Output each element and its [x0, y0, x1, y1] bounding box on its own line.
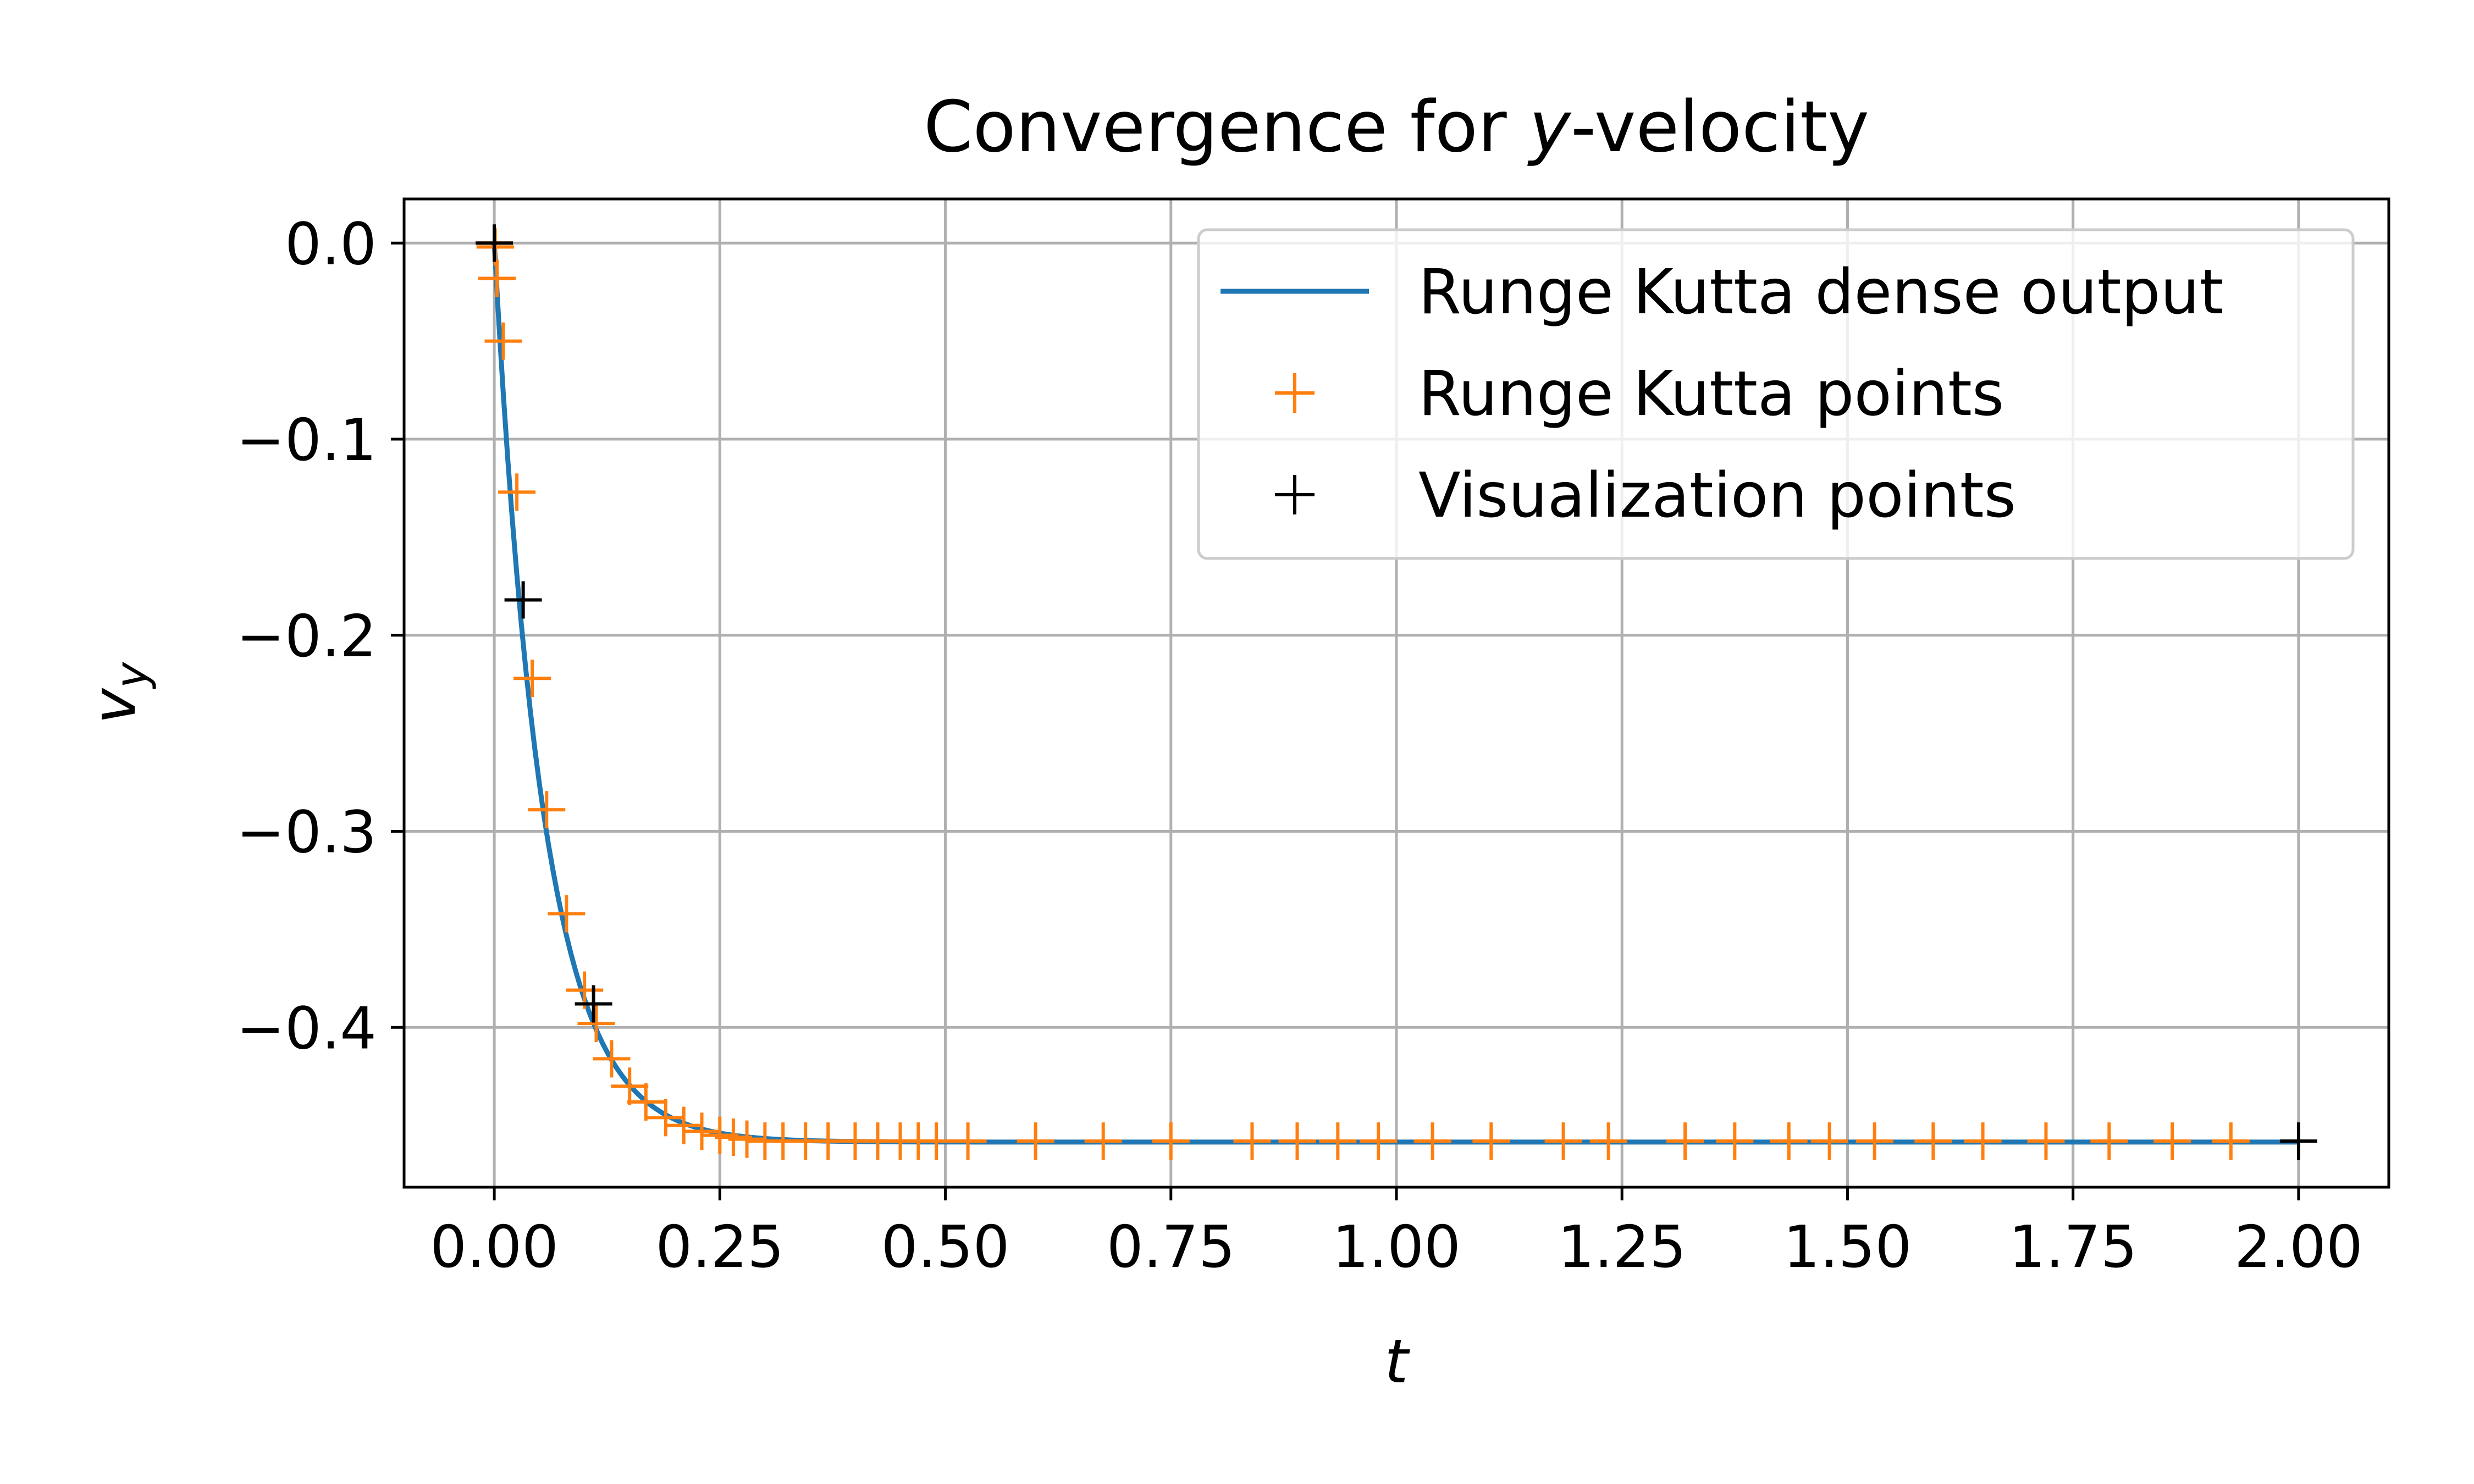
y-axis-label-subscript: y: [106, 661, 157, 689]
x-tick-label: 0.75: [1107, 1214, 1235, 1281]
x-tick-label: 0.00: [430, 1214, 559, 1281]
legend-vis-plus: [1275, 475, 1315, 514]
rk-point-marker: [548, 895, 586, 933]
visualization-point-marker: [476, 224, 513, 262]
rk-point-marker: [949, 1122, 987, 1160]
visualization-point-marker: [504, 581, 542, 619]
rk-point-marker: [484, 322, 522, 360]
x-tick-label: 2.00: [2234, 1214, 2363, 1281]
rk-point-marker: [1770, 1122, 1808, 1160]
rk-point-marker: [2212, 1122, 2250, 1160]
legend-entry-rk-points: Runge Kutta points: [1418, 358, 2004, 430]
y-tick-label: −0.3: [236, 799, 377, 866]
visualization-point-marker: [575, 985, 612, 1023]
rk-point-marker: [1278, 1122, 1316, 1160]
chart-title-part-2: y: [1527, 86, 1572, 168]
rk-point-marker: [2153, 1122, 2191, 1160]
rk-point-marker: [478, 259, 516, 297]
x-tick-label: 1.00: [1332, 1214, 1461, 1281]
rk-point-marker: [528, 791, 566, 829]
rk-point-marker: [1152, 1122, 1190, 1160]
rk-point-marker: [1472, 1122, 1510, 1160]
y-axis-label-base: v: [79, 687, 149, 724]
rk-point-marker: [1544, 1122, 1582, 1160]
rk-point-marker: [1233, 1122, 1271, 1160]
rk-point-marker: [2090, 1122, 2128, 1160]
legend-box: [1197, 228, 2355, 560]
axis-ticks: 0.00 0.25 0.50 0.75 1.00 1.25 1.50 1.75 2.00 0.0 −…: [236, 211, 2363, 1281]
rk-point-marker: [498, 473, 536, 511]
rk-point-marker: [1964, 1122, 2002, 1160]
rk-point-marker: [665, 1106, 703, 1144]
rk-point-marker: [918, 1122, 956, 1160]
rk-point-marker: [1716, 1122, 1754, 1160]
plot-series: [476, 224, 2317, 1160]
y-tick-label: −0.4: [236, 995, 377, 1062]
rk-point-marker: [1017, 1122, 1054, 1160]
x-tick-label: 0.50: [881, 1214, 1010, 1281]
rk-point-marker: [683, 1112, 721, 1150]
legend-rk-plus: [1275, 373, 1315, 413]
rk-point-marker: [1084, 1122, 1122, 1160]
legend: Runge Kutta dense output Runge Kutta poi…: [1197, 228, 2355, 560]
rk-point-marker: [647, 1099, 684, 1137]
rk-point-marker: [2027, 1122, 2065, 1160]
rk-point-marker: [1856, 1122, 1893, 1160]
rk-point-marker: [1413, 1122, 1451, 1160]
x-tick-label: 1.75: [2009, 1214, 2138, 1281]
y-tick-label: −0.1: [236, 407, 377, 474]
legend-entry-visualization-points: Visualization points: [1418, 460, 2016, 531]
x-tick-label: 1.50: [1783, 1214, 1912, 1281]
y-tick-label: −0.2: [236, 603, 377, 670]
rk-point-marker: [627, 1083, 665, 1121]
rk-point-marker: [611, 1067, 649, 1105]
y-tick-label: 0.0: [285, 211, 377, 278]
rk-point-marker: [1914, 1122, 1952, 1160]
legend-rk-points-swatch: [1275, 373, 1315, 413]
rk-point-marker: [1319, 1122, 1357, 1160]
rk-point-marker: [1666, 1122, 1704, 1160]
rk-point-marker: [1360, 1122, 1398, 1160]
rk-point-marker: [577, 1005, 615, 1043]
chart-title-part-3: -velocity: [1571, 86, 1869, 168]
rk-point-marker: [1589, 1122, 1627, 1160]
chart-title-part-1: Convergence for: [924, 86, 1529, 168]
x-tick-label: 0.25: [655, 1214, 784, 1281]
rk-point-marker: [728, 1120, 766, 1158]
visualization-point-marker: [2279, 1122, 2317, 1160]
rk-point-marker: [593, 1040, 631, 1078]
x-axis-label: t: [1384, 1326, 1410, 1397]
rk-point-marker: [513, 660, 551, 697]
x-tick-label: 1.25: [1558, 1214, 1686, 1281]
legend-entry-dense-output: Runge Kutta dense output: [1418, 257, 2224, 328]
y-axis-label: vy: [79, 661, 157, 724]
legend-visualization-points-swatch: [1275, 475, 1315, 514]
rk-point-marker: [1810, 1122, 1848, 1160]
chart-title: Convergence for y-velocity: [924, 86, 1869, 168]
